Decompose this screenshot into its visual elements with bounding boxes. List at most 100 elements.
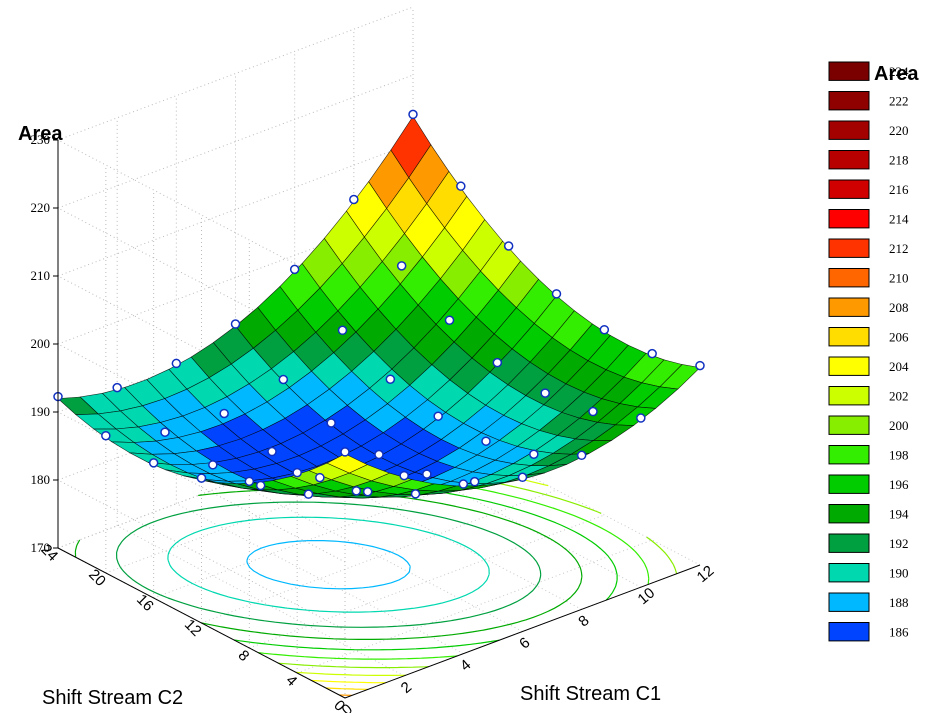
- data-point: [219, 408, 229, 419]
- data-point: [695, 360, 705, 371]
- z-tick-label: 200: [31, 336, 51, 351]
- legend-label: 200: [889, 418, 909, 433]
- x-tick-label: 2: [398, 679, 415, 697]
- legend-swatch: [828, 91, 870, 111]
- legend-swatch: [828, 622, 870, 642]
- legend-label: 220: [889, 123, 909, 138]
- data-point: [517, 472, 528, 483]
- data-point: [385, 374, 396, 384]
- z-tick-label: 210: [31, 268, 51, 283]
- legend-label: 210: [889, 271, 909, 286]
- legend-swatch: [828, 238, 870, 258]
- data-point: [244, 476, 255, 487]
- legend-swatch: [828, 386, 870, 406]
- data-point: [230, 319, 241, 329]
- data-point: [469, 476, 480, 487]
- legend-title: Area: [874, 63, 919, 85]
- data-point: [481, 436, 491, 446]
- data-point: [351, 486, 362, 496]
- y-tick-label: 8: [235, 647, 253, 665]
- data-point: [422, 469, 432, 479]
- data-point: [636, 413, 646, 423]
- data-point: [340, 447, 350, 457]
- legend-label: 214: [889, 212, 909, 227]
- data-point: [196, 473, 207, 483]
- y-tick-label: 16: [133, 591, 157, 615]
- data-point: [444, 315, 455, 325]
- z-tick-label: 180: [31, 472, 51, 487]
- legend-swatch: [828, 327, 870, 347]
- data-point: [529, 449, 539, 459]
- legend-label: 190: [889, 566, 909, 581]
- data-point: [267, 446, 277, 457]
- x-tick-label: 6: [516, 634, 533, 652]
- contour-line: [74, 489, 583, 640]
- data-point: [374, 449, 384, 460]
- floor-gridline: [176, 503, 464, 655]
- data-point: [112, 382, 122, 393]
- data-point: [315, 472, 325, 483]
- data-point: [456, 181, 466, 191]
- y-axis-label: Shift Stream C2: [42, 687, 183, 709]
- data-point: [255, 480, 266, 491]
- legend-swatch: [828, 150, 870, 170]
- x-axis-line: [344, 564, 701, 699]
- data-point: [160, 427, 170, 437]
- legend-label: 218: [889, 153, 909, 168]
- y-tick-label: 20: [85, 566, 109, 590]
- data-point: [289, 264, 300, 275]
- data-point: [576, 450, 587, 461]
- legend-swatch: [828, 120, 870, 140]
- surface-cell: [326, 453, 368, 474]
- data-point: [540, 388, 550, 398]
- data-point: [292, 467, 302, 478]
- legend-label: 204: [889, 359, 909, 374]
- data-point: [551, 289, 562, 299]
- legend-label: 202: [889, 389, 909, 404]
- legend-swatch: [828, 356, 870, 376]
- legend-label: 208: [889, 300, 909, 315]
- data-point: [588, 406, 598, 417]
- wall-gridline: [56, 6, 414, 291]
- legend-swatch: [828, 209, 870, 229]
- contour-line: [167, 516, 490, 613]
- x-axis-label: Shift Stream C1: [520, 683, 661, 705]
- data-point: [171, 358, 182, 369]
- data-point: [599, 324, 610, 335]
- data-points: [53, 109, 705, 499]
- data-point: [433, 411, 443, 421]
- legend-swatch: [828, 533, 870, 553]
- legend-swatch: [828, 504, 870, 524]
- legend-swatch: [828, 445, 870, 465]
- legend-swatch: [828, 592, 870, 612]
- data-point: [349, 194, 359, 205]
- data-point: [148, 458, 159, 468]
- legend-swatch: [828, 415, 870, 435]
- legend-label: 194: [889, 507, 909, 522]
- data-point: [337, 325, 348, 336]
- z-tick-label: 190: [31, 404, 51, 419]
- z-tick-label: 170: [31, 540, 51, 555]
- data-point: [410, 489, 421, 499]
- data-point: [458, 479, 469, 489]
- data-point: [399, 470, 409, 481]
- data-point: [647, 348, 657, 359]
- y-tick-label: 12: [181, 616, 205, 640]
- floor-gridline: [296, 539, 653, 674]
- legend-swatch: [828, 563, 870, 583]
- legend-label: 198: [889, 448, 909, 463]
- data-point: [326, 418, 336, 428]
- data-point: [278, 374, 289, 385]
- legend-label: 206: [889, 330, 909, 345]
- x-tick-label: 4: [457, 656, 474, 674]
- data-point: [492, 357, 503, 368]
- contour-line: [246, 540, 411, 590]
- legend-swatch: [828, 297, 870, 317]
- y-tick-label: 4: [282, 672, 300, 690]
- legend-label: 186: [889, 625, 909, 640]
- data-point: [396, 261, 407, 271]
- y-axis-line: [57, 547, 346, 699]
- x-tick-label: 8: [575, 612, 592, 630]
